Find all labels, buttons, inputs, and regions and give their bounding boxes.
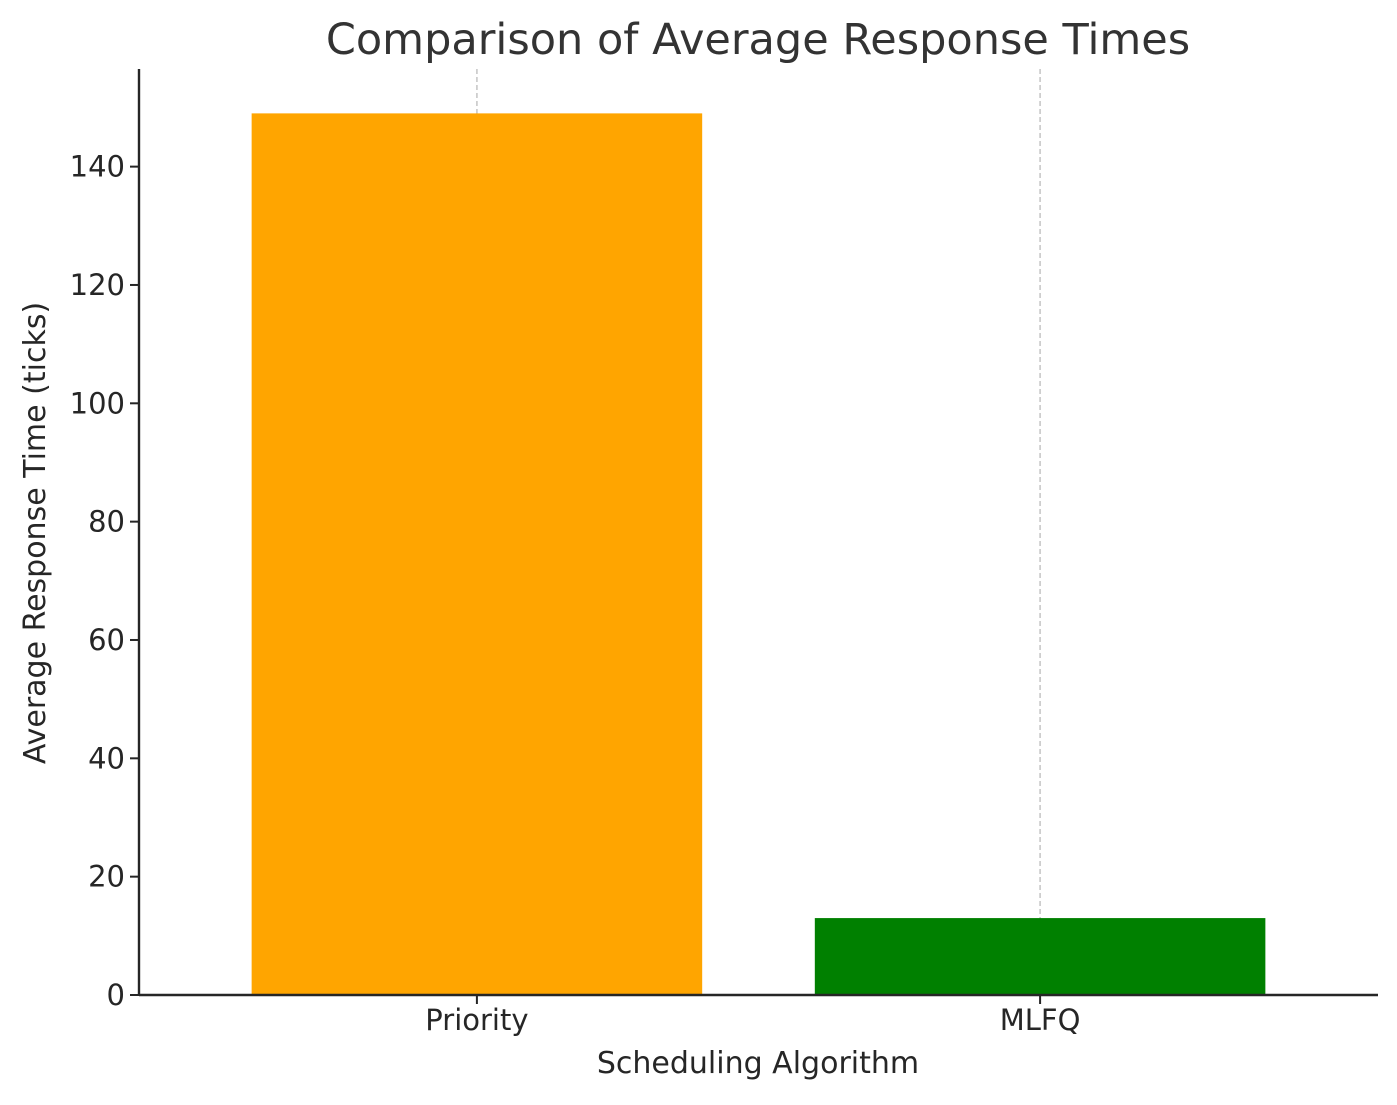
bars-layer (251, 113, 1266, 995)
y-tick-label-60: 60 (88, 623, 125, 657)
ticks-layer: 0 20 40 60 80 100 120 140 Priority MLFQ (70, 150, 1081, 1037)
y-tick-label-80: 80 (88, 505, 125, 539)
y-tick-label-140: 140 (70, 150, 125, 184)
x-axis-label: Scheduling Algorithm (597, 1046, 919, 1081)
bar-mlfq (814, 918, 1266, 995)
axes-layer (137, 69, 1378, 997)
chart-title: Comparison of Average Response Times (326, 15, 1190, 65)
bar-priority (251, 113, 703, 995)
y-tick-label-20: 20 (88, 860, 125, 894)
x-tick-label-priority: Priority (425, 1003, 528, 1037)
y-tick-label-100: 100 (70, 386, 125, 420)
x-tick-label-mlfq: MLFQ (1000, 1003, 1081, 1037)
y-tick-label-120: 120 (70, 268, 125, 302)
y-tick-label-40: 40 (88, 741, 125, 775)
y-tick-label-0: 0 (107, 978, 125, 1012)
y-axis-label: Average Response Time (ticks) (18, 302, 53, 764)
